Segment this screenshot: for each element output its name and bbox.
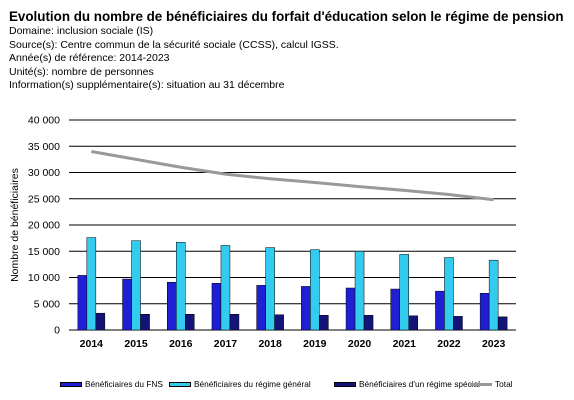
x-tick-label: 2016: [169, 338, 193, 350]
chart-title: Evolution du nombre de bénéficiaires du …: [9, 9, 564, 24]
y-tick-label: 25 000: [28, 193, 60, 205]
y-tick-label: 30 000: [28, 167, 60, 179]
bar: [435, 290, 445, 331]
unit-line: Unité(s): nombre de personnes: [9, 65, 154, 78]
y-tick-label: 10 000: [28, 272, 60, 284]
bar: [319, 315, 329, 331]
bar: [122, 278, 132, 331]
source-line: Source(s): Centre commun de la sécurité …: [9, 38, 339, 51]
legend-item: Bénéficiaires du FNS: [60, 379, 163, 389]
bar: [444, 257, 454, 331]
x-tick-label: 2017: [214, 338, 238, 350]
x-tick-label: 2015: [124, 338, 148, 350]
legend-label: Total: [495, 379, 513, 389]
bar: [256, 285, 266, 331]
legend-label: Bénéficiaires du FNS: [85, 379, 163, 389]
bar: [185, 314, 195, 331]
x-tick-label: 2019: [303, 338, 327, 350]
bar: [479, 293, 490, 331]
info-line: Information(s) supplémentaire(s): situat…: [9, 79, 285, 92]
bar: [274, 314, 284, 331]
bar: [408, 315, 418, 331]
bar: [488, 259, 499, 331]
y-axis-title: Nombre de bénéficiaires: [9, 168, 21, 282]
legend-swatch: [334, 381, 356, 387]
bar: [310, 249, 320, 331]
legend-item: Total: [470, 379, 513, 389]
bar: [345, 287, 356, 331]
x-tick-label: 2022: [437, 338, 461, 350]
bar: [211, 283, 222, 331]
total-line: [91, 150, 494, 202]
bar: [167, 281, 177, 331]
bar: [220, 245, 231, 331]
legend-item: Bénéficiaires du régime général: [169, 379, 311, 389]
bar: [95, 312, 106, 331]
bar: [453, 316, 463, 331]
bar: [140, 314, 150, 331]
bar: [390, 288, 400, 331]
reference-year-line: Année(s) de référence: 2014-2023: [9, 52, 170, 65]
bar: [86, 237, 97, 331]
legend-item: Bénéficiaires d'un régime spécial: [334, 379, 480, 389]
bar: [176, 242, 186, 331]
y-tick-label: 20 000: [28, 220, 60, 232]
legend-label: Bénéficiaires du régime général: [194, 379, 311, 389]
bar: [354, 251, 365, 331]
x-tick-label: 2014: [80, 338, 104, 350]
chart-legend: Bénéficiaires du FNS Bénéficiaires du rég…: [0, 379, 574, 393]
bar: [131, 240, 141, 331]
chart-header: Evolution du nombre de bénéficiaires du …: [9, 8, 569, 93]
legend-label: Bénéficiaires d'un régime spécial: [359, 379, 481, 389]
bar: [77, 275, 88, 331]
bar: [399, 254, 409, 331]
bar: [497, 316, 508, 331]
legend-swatch: [169, 381, 191, 387]
legend-swatch: [470, 382, 492, 386]
x-tick-label: 2018: [258, 338, 282, 350]
x-tick-label: 2023: [482, 338, 506, 350]
legend-swatch: [60, 381, 82, 387]
domain-line: Domaine: inclusion sociale (IS): [9, 25, 154, 37]
x-tick-label: 2021: [393, 338, 417, 350]
y-tick-label: 15 000: [28, 246, 60, 258]
y-tick-label: 0: [54, 325, 60, 337]
y-tick-label: 5 000: [34, 298, 60, 310]
y-tick-label: 40 000: [28, 115, 60, 127]
x-tick-label: 2020: [348, 338, 372, 350]
bar: [265, 247, 275, 331]
y-tick-label: 35 000: [28, 141, 60, 153]
bar: [301, 286, 311, 331]
bar: [363, 315, 374, 331]
bar: [229, 314, 240, 331]
